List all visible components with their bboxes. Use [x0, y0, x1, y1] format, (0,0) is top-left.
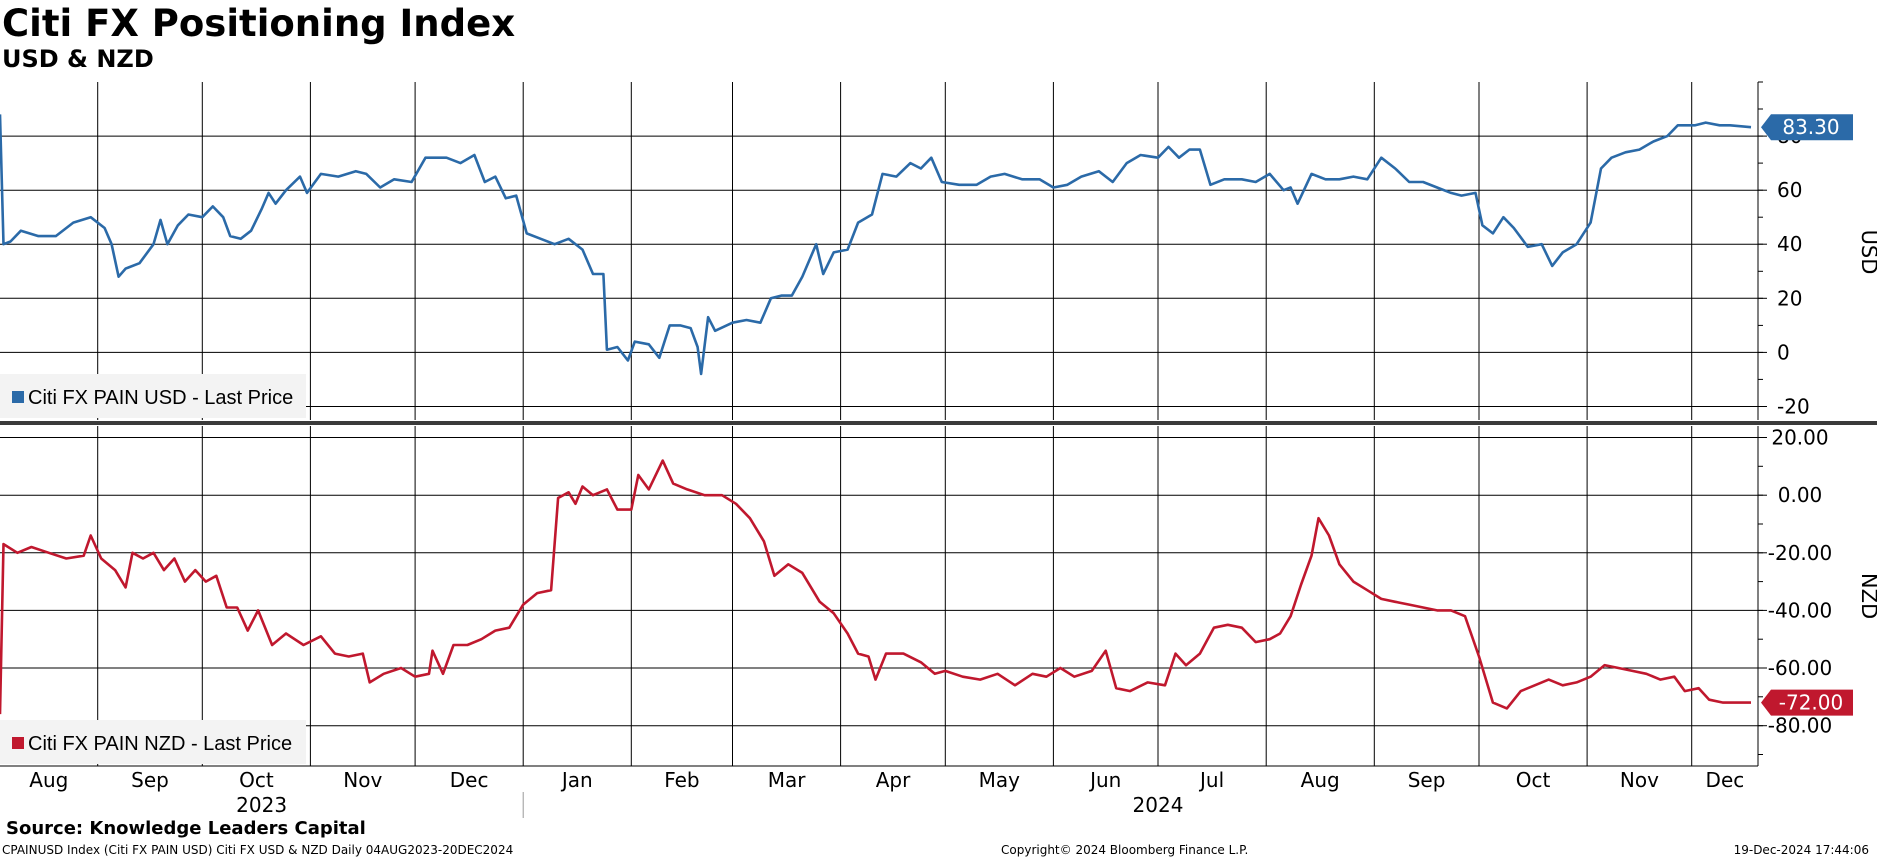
y-tick-label: -60.00 — [1768, 656, 1832, 680]
x-year-label: 2024 — [1133, 793, 1184, 817]
x-tick-label: Feb — [664, 768, 699, 792]
x-tick-label: Oct — [1516, 768, 1551, 792]
x-tick-label: Oct — [239, 768, 274, 792]
legend-box — [0, 374, 306, 418]
chart-subtitle: USD & NZD — [2, 45, 154, 73]
y-tick-label: 0.00 — [1778, 483, 1823, 507]
timestamp: 19-Dec-2024 17:44:06 — [1733, 843, 1869, 857]
x-tick-label: Jan — [560, 768, 593, 792]
x-tick-label: Sep — [1408, 768, 1446, 792]
x-tick-label: Mar — [768, 768, 807, 792]
security-description: CPAINUSD Index (Citi FX PAIN USD) Citi F… — [2, 843, 514, 857]
y-tick-label: -40.00 — [1768, 598, 1832, 622]
last-value-label: 83.30 — [1782, 115, 1839, 139]
y-tick-label: -20.00 — [1768, 541, 1832, 565]
x-tick-label: Dec — [450, 768, 489, 792]
y-axis-label: USD — [1857, 230, 1877, 275]
x-tick-label: Aug — [29, 768, 68, 792]
y-tick-label: 20.00 — [1771, 426, 1828, 450]
x-tick-label: Dec — [1706, 768, 1745, 792]
legend-swatch — [12, 391, 24, 403]
y-tick-label: 20 — [1777, 286, 1802, 310]
panel-separator — [0, 421, 1877, 425]
copyright-note: Copyright© 2024 Bloomberg Finance L.P. — [1001, 843, 1249, 857]
y-axis-label: NZD — [1857, 573, 1877, 619]
last-value-tag — [1761, 114, 1853, 141]
x-tick-label: Jul — [1198, 768, 1224, 792]
source-note: Source: Knowledge Leaders Capital — [6, 818, 366, 839]
chart-title: Citi FX Positioning Index — [2, 2, 516, 45]
series-line — [0, 459, 1751, 715]
legend-swatch — [12, 737, 24, 749]
x-tick-label: May — [979, 768, 1021, 792]
series-line — [0, 114, 1752, 376]
x-tick-label: Nov — [343, 768, 382, 792]
y-tick-label: -20 — [1777, 395, 1810, 419]
y-tick-label: 40 — [1777, 232, 1802, 256]
y-tick-label: 60 — [1777, 178, 1802, 202]
y-tick-label: -80.00 — [1768, 714, 1832, 738]
last-value-tag — [1761, 689, 1853, 716]
legend-box — [0, 720, 306, 764]
legend-label: Citi FX PAIN USD - Last Price — [28, 387, 293, 409]
x-tick-label: Apr — [876, 768, 911, 792]
x-tick-label: Aug — [1301, 768, 1340, 792]
y-tick-label: 0 — [1777, 340, 1790, 364]
x-tick-label: Jun — [1088, 768, 1121, 792]
x-tick-label: Sep — [131, 768, 169, 792]
x-year-label: 2023 — [236, 793, 287, 817]
legend-label: Citi FX PAIN NZD - Last Price — [28, 733, 292, 755]
last-value-label: -72.00 — [1779, 691, 1843, 715]
x-tick-label: Nov — [1620, 768, 1659, 792]
